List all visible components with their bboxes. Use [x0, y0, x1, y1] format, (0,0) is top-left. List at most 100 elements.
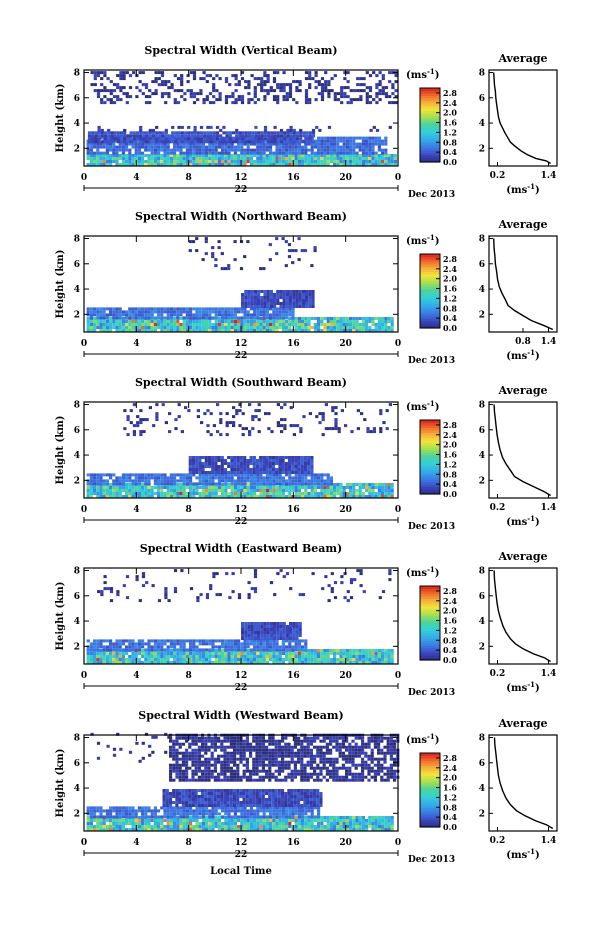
heatmap-cell: [368, 157, 371, 160]
heatmap-cell: [234, 639, 237, 642]
heatmap-cell: [227, 652, 230, 655]
heatmap-cell: [234, 456, 237, 459]
heatmap-cell: [245, 131, 248, 134]
heatmap-cell: [273, 637, 276, 640]
heatmap-cell: [174, 131, 177, 134]
heatmap-cell: [378, 157, 381, 160]
heatmap-cell: [250, 459, 253, 462]
heatmap-cell: [116, 590, 119, 593]
heatmap-cell: [384, 143, 387, 146]
heatmap-cell: [97, 74, 100, 77]
heatmap-cell: [288, 456, 291, 459]
heatmap-cell: [244, 299, 247, 302]
heatmap-cell: [291, 456, 294, 459]
heatmap-cell: [375, 160, 378, 163]
heatmap-cell: [97, 71, 100, 74]
heatmap-cell: [224, 307, 227, 310]
heatmap-cell: [99, 320, 102, 323]
x-tick-label: 16: [287, 173, 300, 183]
heatmap-cell: [219, 137, 222, 140]
heatmap-cell: [160, 642, 163, 645]
heatmap-cell: [193, 74, 196, 77]
heatmap-cell: [226, 137, 229, 140]
heatmap-cell: [349, 146, 352, 149]
heatmap-cell: [227, 146, 230, 149]
heatmap-cell: [317, 149, 320, 152]
heatmap-cell: [128, 160, 131, 163]
heatmap-cell: [355, 157, 358, 160]
heatmap-cell: [149, 134, 152, 137]
heatmap-cell: [260, 290, 263, 293]
heatmap-cell: [192, 642, 195, 645]
heatmap-cell: [240, 157, 243, 160]
heatmap-cell: [183, 316, 186, 319]
heatmap-cell: [343, 649, 346, 652]
colorbar-tick-label: 0.0: [443, 323, 457, 333]
heatmap-cell: [301, 486, 304, 489]
heatmap-cell: [237, 310, 240, 313]
heatmap-cell: [391, 492, 394, 495]
heatmap-cell: [327, 160, 330, 163]
heatmap-cell: [125, 648, 128, 651]
heatmap-cell: [346, 326, 349, 329]
colorbar-tick-label: 2.8: [443, 254, 457, 264]
heatmap-cell: [167, 323, 170, 326]
heatmap-cell: [189, 149, 192, 152]
heatmap-cell: [261, 134, 264, 137]
heatmap-cell: [117, 137, 120, 140]
heatmap-cell: [176, 642, 179, 645]
heatmap-cell: [160, 473, 163, 476]
heatmap-cell: [174, 98, 177, 101]
heatmap-cell: [267, 628, 270, 631]
heatmap-cell: [87, 482, 90, 485]
heatmap-cell: [304, 482, 307, 485]
heatmap-cell: [241, 302, 244, 305]
heatmap-cell: [285, 465, 288, 468]
heatmap-cell: [305, 296, 308, 299]
heatmap-cell: [247, 296, 250, 299]
heatmap-cell: [277, 140, 280, 143]
heatmap-cell: [189, 645, 192, 648]
heatmap-cell: [371, 655, 374, 658]
heatmap-cell: [164, 101, 167, 104]
heatmap-cell: [285, 313, 288, 316]
heatmap-cell: [107, 98, 110, 101]
heatmap-cell: [302, 302, 305, 305]
heatmap-cell: [240, 456, 243, 459]
heatmap-cell: [254, 131, 257, 134]
heatmap-cell: [206, 74, 209, 77]
heatmap-cell: [218, 658, 221, 661]
heatmap-cell: [357, 409, 360, 412]
heatmap-cell: [254, 126, 257, 129]
heatmap-cell: [135, 152, 138, 155]
heatmap-cell: [386, 409, 389, 412]
heatmap-cell: [352, 326, 355, 329]
heatmap-cell: [314, 249, 317, 252]
heatmap-cell: [266, 157, 269, 160]
heatmap-cell: [247, 634, 250, 637]
heatmap-cell: [306, 137, 309, 140]
heatmap-cell: [123, 140, 126, 143]
heatmap-cell: [237, 639, 240, 642]
heatmap-cell: [106, 160, 109, 163]
heatmap-cell: [320, 479, 323, 482]
heatmap-cell: [199, 486, 202, 489]
heatmap-cell: [222, 131, 225, 134]
heatmap-cell: [289, 637, 292, 640]
heatmap-cell: [263, 645, 266, 648]
heatmap-cell: [330, 649, 333, 652]
heatmap-cell: [234, 316, 237, 319]
heatmap-cell: [127, 415, 130, 418]
heatmap-cell: [163, 648, 166, 651]
heatmap-cell: [103, 313, 106, 316]
heatmap-cell: [310, 468, 313, 471]
heatmap-cell: [344, 572, 347, 575]
heatmap-cell: [330, 320, 333, 323]
heatmap-cell: [289, 293, 292, 296]
heatmap-cell: [368, 326, 371, 329]
heatmap-cell: [176, 492, 179, 495]
heatmap-cell: [189, 639, 192, 642]
heatmap-cell: [299, 593, 302, 596]
heatmap-cell: [257, 299, 260, 302]
heatmap-cell: [288, 492, 291, 495]
